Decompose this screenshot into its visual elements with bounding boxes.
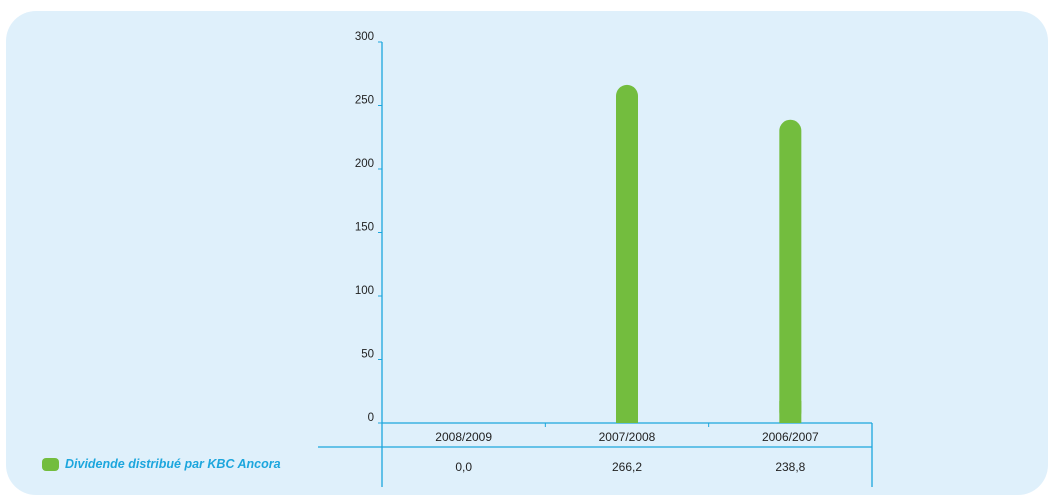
y-tick-label: 100 xyxy=(355,285,374,297)
bar-chart: 0 50 100 150 200 250 300 2008/2009 0,0 2007/2008 2… xyxy=(318,31,873,487)
table-value-cell: 238,8 xyxy=(775,460,805,474)
table-value-cell: 0,0 xyxy=(455,460,472,474)
bar-base-2006-2007 xyxy=(779,401,802,423)
bar-base-2007-2008 xyxy=(616,401,638,423)
y-tick-label: 50 xyxy=(361,349,374,361)
y-tick-label: 0 xyxy=(368,412,374,424)
y-tick-label: 250 xyxy=(355,95,374,107)
x-category-label: 2006/2007 xyxy=(762,430,819,444)
chart-panel: 0 50 100 150 200 250 300 2008/2009 0,0 2007/2008 2… xyxy=(6,11,1048,495)
x-category-label: 2007/2008 xyxy=(599,430,656,444)
bar-2006-2007 xyxy=(779,119,802,423)
legend: Dividende distribué par KBC Ancora xyxy=(42,457,281,471)
y-tick-label: 300 xyxy=(355,31,374,43)
legend-swatch xyxy=(42,457,59,471)
y-tick-label: 150 xyxy=(355,222,374,234)
y-tick-label: 200 xyxy=(355,158,374,170)
legend-label: Dividende distribué par KBC Ancora xyxy=(65,457,281,471)
x-category-label: 2008/2009 xyxy=(435,430,492,444)
bar-2007-2008 xyxy=(616,84,638,424)
table-value-cell: 266,2 xyxy=(612,460,642,474)
